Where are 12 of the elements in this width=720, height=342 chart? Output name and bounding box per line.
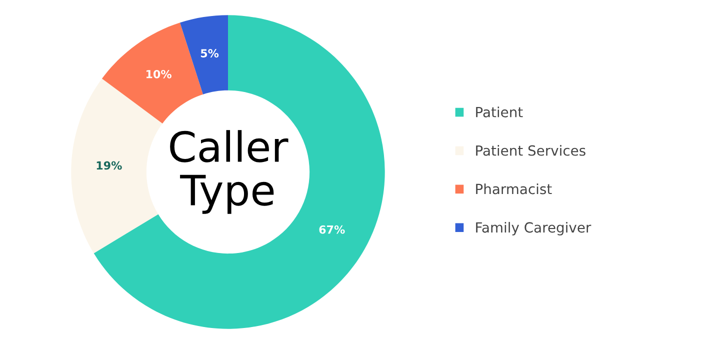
data-label: 67% [319, 225, 345, 234]
donut-slice [180, 15, 228, 94]
text: Caller Type [170, 130, 288, 214]
legend-label: Patient [476, 106, 523, 118]
data-label: 10% [146, 70, 172, 78]
data-label: 19% [96, 161, 122, 170]
legend-label: Family Caregiver [476, 222, 592, 236]
donut-slice [94, 15, 385, 329]
data-label: 5% [200, 49, 219, 58]
donut-slice [71, 78, 162, 254]
legend-label: Pharmacist [476, 184, 552, 194]
legend-label: Patient Services [476, 145, 586, 156]
